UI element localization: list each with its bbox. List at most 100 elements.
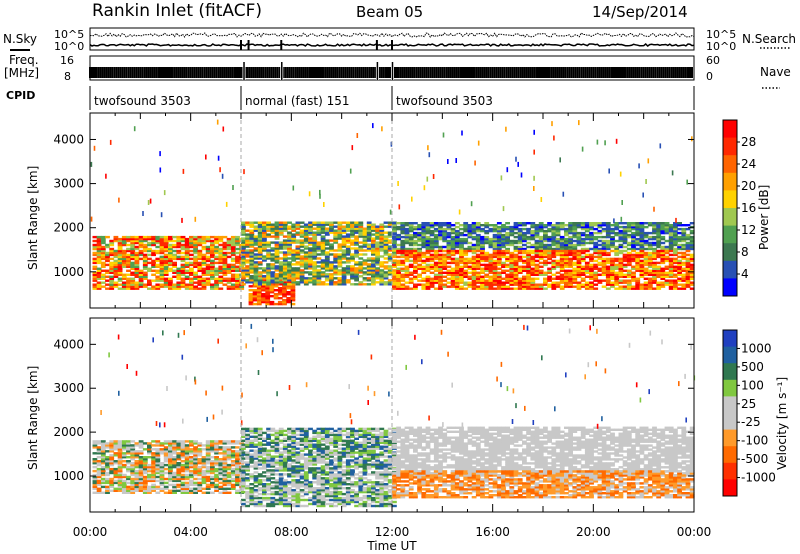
echo-cell	[597, 249, 603, 253]
echo-cell	[564, 285, 569, 288]
echo-cell	[121, 259, 127, 263]
echo-cell	[543, 235, 548, 239]
echo-cell	[635, 231, 641, 235]
echo-cell	[222, 483, 228, 487]
echo-cell	[362, 245, 368, 248]
echo-cell	[375, 269, 380, 272]
echo-cell	[517, 239, 523, 243]
echo-cell	[509, 253, 515, 257]
echo-cell	[96, 287, 102, 290]
echo-cell	[647, 277, 653, 280]
echo-cell	[282, 221, 288, 224]
echo-cell	[291, 263, 297, 266]
echo-cell	[324, 247, 330, 250]
echo-cell	[538, 257, 544, 261]
echo-cell	[295, 277, 301, 280]
echo-cell	[681, 243, 687, 247]
echo-cell	[230, 469, 236, 473]
echo-cell	[295, 271, 301, 274]
echo-cell	[193, 281, 198, 284]
echo-cell	[282, 295, 287, 298]
echo-cell	[172, 271, 177, 274]
echo-cell	[350, 233, 355, 236]
echo-cell	[354, 225, 359, 228]
echo-cell	[130, 450, 136, 453]
echo-cell	[438, 283, 443, 286]
echo-cell	[387, 281, 393, 284]
echo-cell	[168, 460, 173, 463]
echo-cell	[425, 251, 431, 255]
echo-cell	[155, 259, 161, 263]
echo-cell	[100, 444, 106, 447]
echo-cell	[559, 239, 565, 243]
echo-cell	[245, 251, 250, 254]
echo-cell	[176, 483, 182, 487]
echo-cell	[273, 289, 279, 292]
echo-cell	[130, 479, 136, 483]
echo-cell	[105, 465, 110, 469]
echo-cell	[673, 285, 678, 288]
echo-cell	[383, 221, 389, 224]
echo-cell	[299, 229, 305, 232]
echo-cell	[664, 245, 670, 249]
echo-cell	[235, 285, 240, 288]
echo-cell	[626, 275, 632, 278]
echo-cell	[197, 279, 203, 282]
echo-cell	[121, 275, 127, 278]
echo-cell	[417, 243, 422, 247]
echo-cell	[610, 229, 615, 233]
echo-cell	[584, 269, 590, 272]
echo-cell	[547, 237, 552, 241]
echo-cell	[559, 263, 565, 267]
echo-cell	[392, 269, 397, 272]
echo-cell	[230, 442, 236, 445]
echo-cell	[689, 253, 695, 257]
echo-cell	[526, 271, 531, 274]
echo-cell	[589, 281, 594, 284]
echo-cell	[459, 267, 464, 270]
echo-cell	[113, 460, 119, 463]
echo-cell	[589, 275, 594, 278]
echo-cell	[222, 477, 228, 481]
echo-cell	[109, 243, 115, 247]
echo-cell	[121, 283, 127, 286]
echo-cell	[130, 241, 136, 245]
echo-cell	[454, 257, 460, 261]
echo-cell	[597, 261, 603, 265]
echo-cell	[564, 237, 569, 241]
echo-cell	[593, 267, 599, 270]
echo-cell	[341, 253, 347, 256]
echo-cell	[303, 267, 309, 270]
echo-cell	[282, 225, 288, 228]
echo-cell	[433, 245, 439, 249]
echo-cell	[454, 261, 460, 265]
echo-cell	[605, 261, 611, 265]
echo-cell	[337, 247, 343, 250]
echo-cell	[295, 267, 301, 270]
echo-cell	[551, 287, 557, 290]
echo-cell	[197, 249, 203, 253]
echo-cell	[226, 471, 232, 475]
echo-cell	[291, 267, 297, 270]
echo-cell	[681, 235, 687, 239]
echo-cell	[291, 271, 297, 274]
echo-cell	[635, 261, 641, 265]
echo-cell	[526, 235, 531, 239]
echo-cell	[673, 257, 678, 261]
echo-cell	[413, 283, 418, 286]
echo-cell	[193, 473, 198, 477]
echo-cell	[241, 231, 246, 234]
echo-cell	[425, 255, 431, 259]
echo-cell	[303, 257, 309, 260]
echo-cell	[291, 259, 297, 262]
echo-cell	[668, 229, 674, 233]
echo-cell	[172, 462, 177, 465]
echo-cell	[564, 247, 569, 251]
echo-cell	[155, 257, 161, 261]
echo-cell	[459, 247, 464, 251]
echo-cell	[130, 261, 136, 265]
echo-cell	[282, 223, 288, 226]
echo-cell	[172, 489, 177, 492]
echo-cell	[501, 224, 506, 227]
echo-cell	[425, 249, 431, 253]
